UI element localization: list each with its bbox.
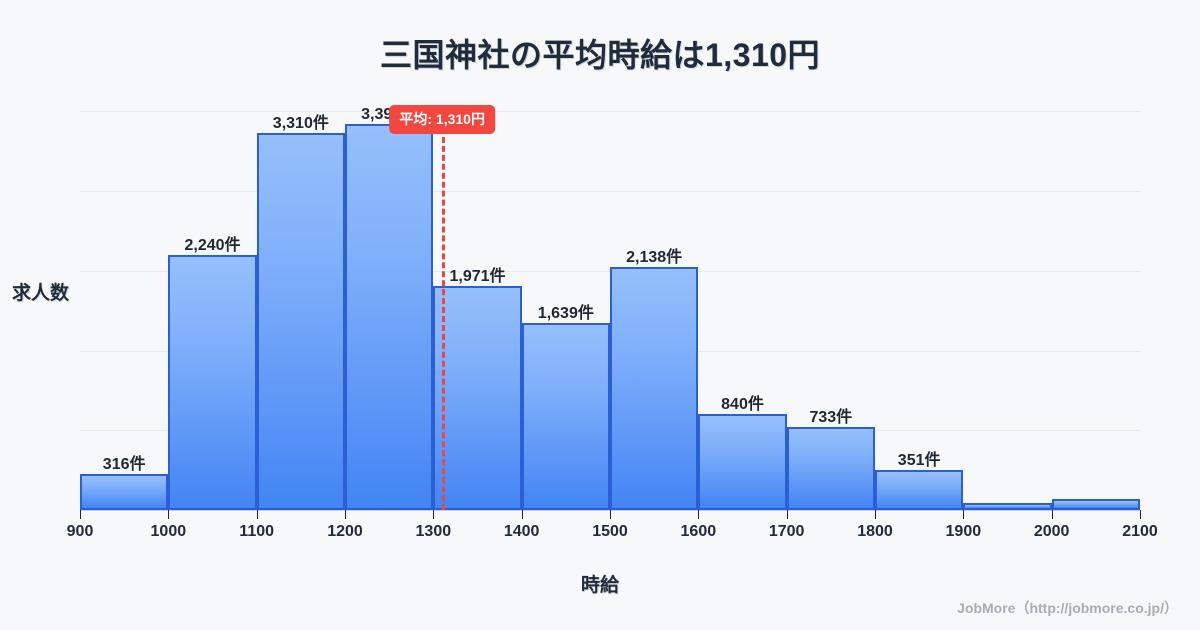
bar[interactable] (698, 414, 787, 510)
bar-value-label: 733件 (809, 408, 853, 426)
mean-line-marker (442, 128, 446, 510)
x-axis-tick-label: 900 (66, 523, 94, 540)
bar-value-label: 840件 (721, 396, 764, 414)
x-axis-tick (786, 510, 788, 519)
x-axis-tick-label: 1200 (327, 523, 363, 540)
x-axis-tick (1140, 510, 1141, 519)
x-axis-tick (433, 510, 435, 519)
bar[interactable] (875, 470, 964, 510)
y-axis-title: 求人数 (12, 283, 70, 304)
bar-value-label: 2,240件 (184, 236, 241, 254)
gridline (80, 111, 1140, 113)
x-axis-title: 時給 (580, 575, 619, 596)
bar[interactable] (521, 323, 610, 510)
bar[interactable] (433, 285, 522, 510)
x-axis-tick (698, 510, 700, 519)
x-axis-tick-label: 1000 (150, 523, 187, 540)
bar[interactable] (1051, 499, 1140, 510)
bar[interactable] (80, 474, 169, 510)
footer-credit: JobMore（http://jobmore.co.jp/） (957, 600, 1178, 616)
bar[interactable] (256, 133, 345, 510)
x-axis-tick-label: 1100 (239, 523, 275, 540)
page-title: 三国神社の平均時給は1,310円 (379, 37, 821, 73)
x-axis-tick-label: 1300 (415, 523, 452, 540)
x-axis-tick (963, 510, 965, 519)
bar-value-label: 1,639件 (537, 305, 594, 323)
x-axis-tick-label: 1800 (857, 523, 893, 540)
mean-badge: 平均: 1,310円 (389, 105, 495, 134)
x-axis-tick-label: 1900 (945, 523, 982, 540)
bar-value-label: 351件 (897, 452, 941, 470)
x-axis-tick-label: 1700 (768, 523, 805, 540)
x-axis-tick-label: 2000 (1033, 523, 1070, 540)
x-axis-tick (1051, 510, 1053, 519)
x-axis-tick-label: 2100 (1122, 523, 1158, 540)
bar-value-label: 2,138件 (626, 248, 683, 266)
x-axis-tick (875, 510, 876, 519)
bar[interactable] (168, 254, 257, 510)
chart-plot-area: 316件2,240件3,310件3,393件1,971件1,639件2,138件… (80, 100, 1140, 510)
bar-value-label: 1,971件 (449, 267, 506, 285)
x-axis-tick (610, 510, 611, 519)
bar-value-label: 316件 (102, 456, 146, 473)
x-axis-tick (521, 510, 523, 519)
bar[interactable] (610, 266, 699, 510)
bar[interactable] (786, 426, 875, 510)
x-axis-tick-label: 1400 (503, 523, 540, 540)
bar[interactable] (963, 503, 1052, 510)
x-axis-tick-label: 1600 (680, 523, 717, 540)
x-axis-tick (256, 510, 258, 519)
x-axis-tick-label: 1500 (592, 523, 628, 540)
x-axis-tick (80, 510, 81, 519)
gridline (80, 191, 1140, 193)
x-axis-tick (168, 510, 170, 519)
x-axis-tick (345, 510, 346, 519)
bar[interactable] (345, 123, 434, 510)
bar-value-label: 3,310件 (272, 115, 329, 133)
